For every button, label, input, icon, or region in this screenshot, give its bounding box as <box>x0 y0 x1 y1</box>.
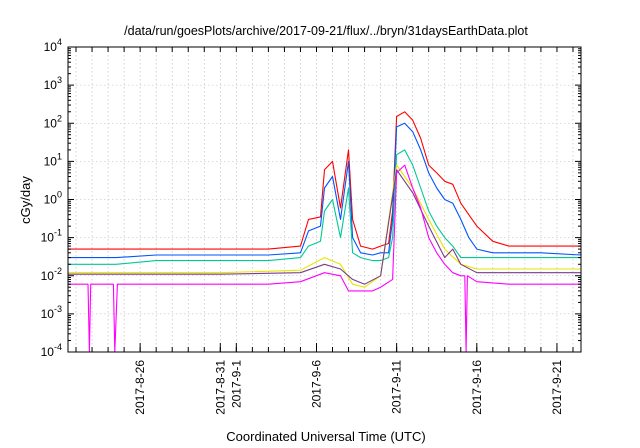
x-axis-label: Coordinated Universal Time (UTC) <box>226 429 425 444</box>
y-axis-ticks: 10-4 10-3 10-2 10-1 100 101 102 103 104 <box>41 37 581 359</box>
y-tick-label: 104 <box>44 37 62 54</box>
grid <box>68 47 581 352</box>
x-axis-ticks: 2017-8-26 2017-8-31 2017-9-1 2017-9-6 2017-9… <box>75 47 574 415</box>
y-tick-label: 10-3 <box>41 304 62 321</box>
series-layer <box>68 111 581 352</box>
y-tick-label: 100 <box>44 190 62 207</box>
series-line <box>68 164 581 288</box>
x-tick-label: 2017-9-6 <box>309 360 323 408</box>
x-tick-label: 2017-9-16 <box>470 360 484 415</box>
chart-title: /data/run/goesPlots/archive/2017-09-21/f… <box>124 24 528 38</box>
x-tick-label: 2017-9-11 <box>390 360 404 414</box>
y-tick-label: 10-1 <box>41 228 62 245</box>
x-tick-label: 2017-9-1 <box>229 360 243 408</box>
series-line <box>68 122 581 259</box>
y-tick-label: 101 <box>44 151 62 168</box>
y-axis-label: cGy/day <box>18 176 33 224</box>
y-tick-label: 102 <box>44 113 62 130</box>
series-line <box>68 169 581 285</box>
x-tick-label: 2017-9-21 <box>550 360 564 415</box>
series-line <box>68 111 581 250</box>
x-tick-label: 2017-8-26 <box>133 360 147 415</box>
y-tick-label: 10-2 <box>41 266 62 283</box>
x-tick-label: 2017-8-31 <box>213 360 227 415</box>
y-tick-label: 10-4 <box>41 342 62 359</box>
series-line <box>68 164 581 352</box>
series-line <box>68 149 581 265</box>
y-tick-label: 103 <box>44 75 62 92</box>
